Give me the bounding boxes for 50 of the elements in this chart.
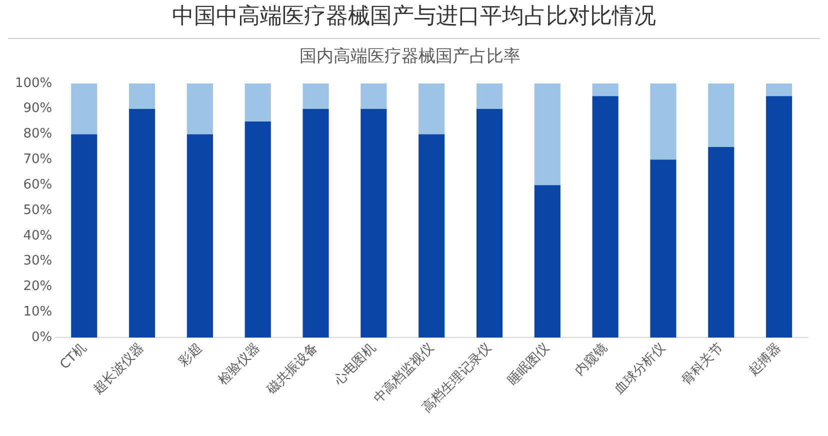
bar [244,83,271,122]
y-tick-label: 10% [23,304,52,320]
bar [302,83,329,109]
y-tick-label: 90% [23,101,52,116]
bar [244,122,271,338]
bar [766,83,792,96]
chart-subtitle: 国内高端医疗器械国产占比率 [300,46,520,67]
x-tick-label: 血球分析仪 [612,340,668,398]
x-tick-label: CT机 [57,340,90,373]
y-tick-label: 70% [23,152,52,168]
bar [476,108,503,338]
y-tick-label: 60% [23,177,52,192]
y-tick-label: 40% [23,228,52,244]
x-tick-label: 起搏器 [746,340,784,379]
bar [650,83,676,160]
bar [186,83,213,134]
bar [418,134,445,338]
x-tick-label: 彩超 [176,340,206,370]
y-tick-label: 20% [23,279,52,294]
bar [129,83,156,109]
bar [708,146,734,338]
bar [129,108,156,338]
bar [650,160,676,338]
bar [302,108,329,338]
x-tick-label: 骨科关节 [678,340,726,388]
bar [71,83,98,134]
bar [766,96,792,338]
bar [71,134,98,338]
x-tick-label: 睡眠图仪 [505,340,553,388]
bar [534,185,560,338]
bar [708,83,734,147]
bar [418,83,445,134]
chart-title: 中国中高端医疗器械国产与进口平均占比对比情况 [171,3,657,31]
x-tick-label: 内窥镜 [572,340,611,379]
y-tick-label: 50% [23,202,52,218]
bar [186,134,213,338]
x-tick-label: 心电图机 [330,340,379,389]
bar [360,83,387,109]
bar [360,108,387,338]
x-tick-label: 超长波仪器 [90,340,148,398]
bar [476,83,503,109]
y-tick-label: 80% [23,126,52,142]
y-tick-label: 0% [32,330,52,345]
bar [592,83,618,96]
x-tick-label: 磁共振设备 [264,340,321,398]
x-tick-label: 检验仪器 [216,340,264,388]
y-tick-label: 100% [14,76,52,91]
y-tick-label: 30% [23,254,52,269]
bar [592,96,618,338]
bar [534,83,560,186]
